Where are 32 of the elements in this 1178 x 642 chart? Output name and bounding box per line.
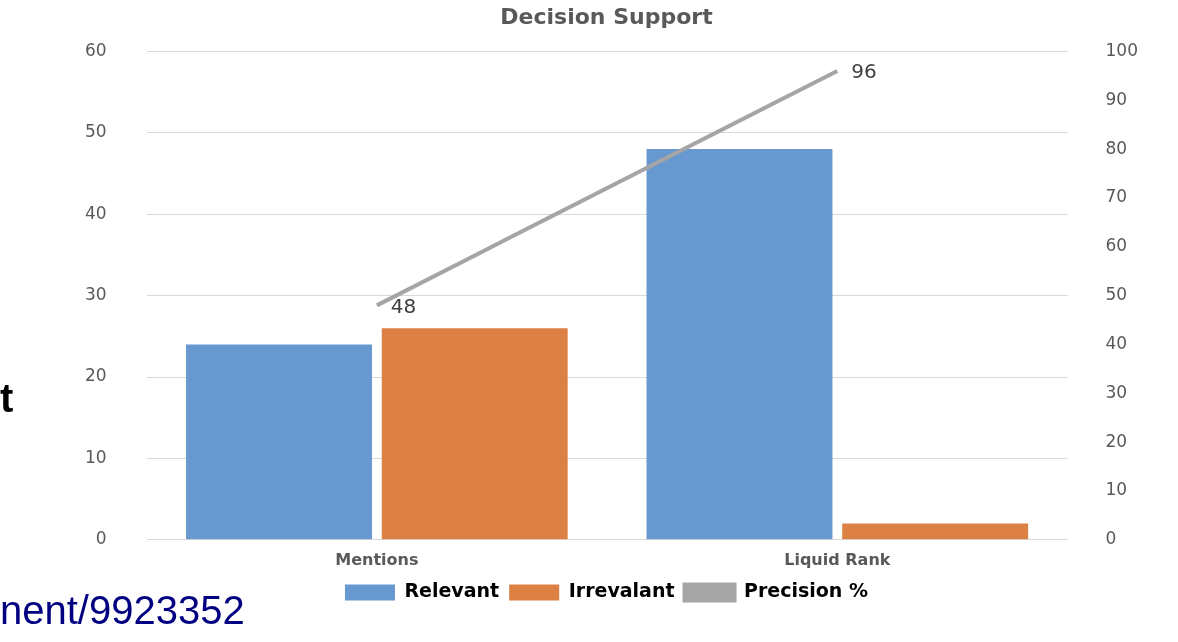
text: t xyxy=(0,376,14,421)
bar xyxy=(646,149,833,540)
bar xyxy=(381,328,568,540)
y2-tick-label: 30 xyxy=(1105,381,1128,402)
legend-label: Irrevalant xyxy=(568,579,675,602)
bar xyxy=(186,344,372,540)
data-label: 48 xyxy=(390,293,417,318)
chart-title: Decision Support xyxy=(500,3,714,29)
text: nent/9923352 xyxy=(0,588,245,633)
legend-label: Relevant xyxy=(404,579,500,602)
y2-tick-label: 10 xyxy=(1105,479,1128,500)
y2-tick-label: 100 xyxy=(1105,39,1139,60)
y2-tick-label: 70 xyxy=(1105,186,1128,207)
y-tick-label: 20 xyxy=(84,365,107,386)
x-tick-label: Liquid Rank xyxy=(784,549,891,569)
y-tick-label: 10 xyxy=(84,446,107,467)
y2-tick-label: 0 xyxy=(1105,528,1117,549)
y2-tick-label: 90 xyxy=(1105,88,1128,109)
y2-tick-label: 80 xyxy=(1105,137,1128,158)
legend-label: Precision % xyxy=(744,579,869,602)
y2-tick-label: 20 xyxy=(1105,430,1128,451)
y-tick-label: 0 xyxy=(95,528,107,549)
data-label: 96 xyxy=(851,59,877,84)
y2-tick-label: 40 xyxy=(1105,332,1128,353)
y-tick-label: 40 xyxy=(84,202,107,223)
y2-tick-label: 60 xyxy=(1105,235,1128,256)
x-tick-label: Mentions xyxy=(335,549,419,569)
y-tick-label: 60 xyxy=(84,39,107,60)
y-tick-label: 50 xyxy=(84,121,107,142)
y2-tick-label: 50 xyxy=(1105,284,1128,305)
bar xyxy=(842,523,1029,540)
y-tick-label: 30 xyxy=(84,284,107,305)
